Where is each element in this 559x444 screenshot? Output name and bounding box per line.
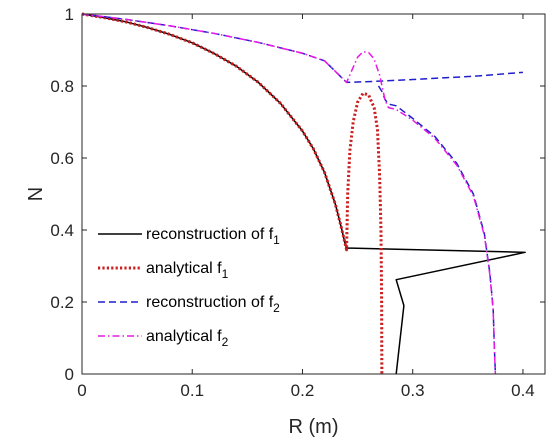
x-tick-label: 0 xyxy=(77,381,86,400)
legend-label-1: reconstruction of f1 xyxy=(146,226,280,247)
legend-subscript: 2 xyxy=(273,301,280,315)
ticks-layer: 0 0.1 0.2 0.3 0.4 0 0.2 0.4 0.6 0.8 1 xyxy=(50,5,545,400)
x-tick-label: 0.4 xyxy=(511,381,535,400)
x-tick-label: 0.1 xyxy=(180,381,204,400)
legend-subscript: 1 xyxy=(222,267,229,281)
y-tick-label: 0.4 xyxy=(50,221,74,240)
legend: reconstruction of f1 analytical f1 reconst… xyxy=(98,226,280,349)
x-tick-label: 0.2 xyxy=(291,381,315,400)
series-line-2 xyxy=(81,12,384,375)
y-tick-label: 0.8 xyxy=(50,77,74,96)
x-axis-label: R (m) xyxy=(289,416,339,438)
y-tick-label: 0.2 xyxy=(50,293,74,312)
y-axis-label: N xyxy=(25,187,47,201)
legend-label-3: reconstruction of f2 xyxy=(146,294,280,315)
x-tick-label: 0.3 xyxy=(401,381,425,400)
series-layer xyxy=(81,12,526,375)
axes-box xyxy=(81,13,546,375)
legend-label-2: analytical f1 xyxy=(146,260,229,281)
legend-subscript: 1 xyxy=(273,233,280,247)
plot-area xyxy=(82,14,545,374)
axes-layer xyxy=(81,13,546,375)
plot-background xyxy=(82,14,545,374)
series-line-5 xyxy=(81,13,497,375)
y-tick-label: 0.6 xyxy=(50,149,74,168)
legend-label-4: analytical f2 xyxy=(146,328,229,349)
y-tick-label: 1 xyxy=(65,5,74,24)
legend-subscript: 2 xyxy=(222,335,229,349)
y-tick-label: 0 xyxy=(65,365,74,384)
